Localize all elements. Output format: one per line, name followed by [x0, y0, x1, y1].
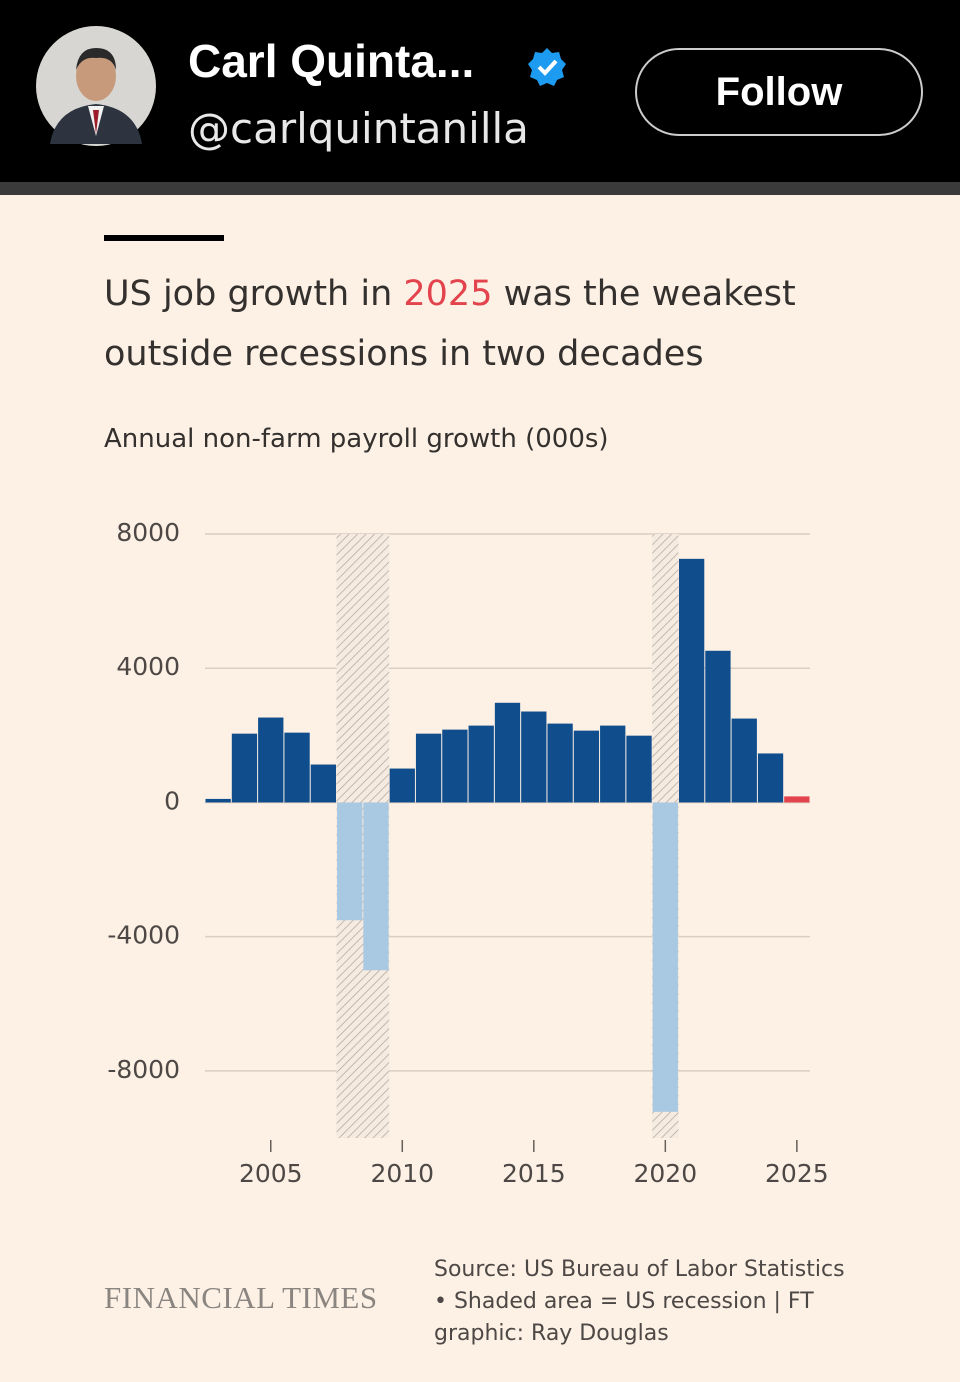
bar — [521, 711, 547, 803]
bar — [205, 798, 231, 803]
bar — [415, 733, 442, 803]
x-tick-label: 2005 — [239, 1159, 303, 1188]
bar — [363, 802, 389, 971]
title-text: was the weakest — [492, 274, 796, 314]
bar — [310, 764, 337, 803]
bar — [705, 650, 731, 803]
bar — [468, 725, 494, 803]
title-text: outside recessions in two decades — [104, 334, 704, 374]
y-tick-label: 0 — [164, 786, 180, 815]
x-tick-label: 2015 — [502, 1159, 566, 1188]
bar — [258, 717, 284, 803]
bar — [284, 732, 310, 803]
bar — [600, 725, 626, 803]
avatar[interactable] — [36, 26, 156, 146]
separator — [0, 182, 960, 195]
source-note: Source: US Bureau of Labor Statistics • … — [434, 1257, 845, 1346]
profile-bar — [0, 0, 960, 182]
bar — [626, 735, 652, 803]
x-tick-label: 2020 — [634, 1159, 698, 1188]
bar — [442, 729, 468, 803]
chart-subtitle: Annual non-farm payroll growth (000s) — [104, 424, 609, 454]
bar — [337, 802, 363, 921]
bar — [494, 702, 521, 803]
handle[interactable]: @carlquintanilla — [188, 104, 529, 153]
bar — [547, 723, 573, 803]
display-name[interactable]: Carl Quinta... — [188, 35, 475, 87]
x-tick-label: 2010 — [370, 1159, 434, 1188]
x-tick-label: 2025 — [765, 1159, 829, 1188]
bar — [652, 802, 678, 1112]
bar — [731, 718, 757, 803]
y-tick-label: -4000 — [107, 921, 180, 950]
title-highlight: 2025 — [403, 274, 493, 314]
y-tick-label: -8000 — [107, 1055, 180, 1084]
bar — [784, 796, 810, 803]
y-tick-label: 4000 — [116, 652, 180, 681]
bar — [678, 558, 705, 803]
bar — [757, 753, 784, 803]
verified-badge — [528, 48, 566, 86]
title-text: US job growth in — [104, 274, 404, 314]
bar — [389, 768, 415, 803]
chart-title: US job growth in 2025 was the weakest out… — [104, 264, 796, 384]
ft-logo: FINANCIAL TIMES — [104, 1280, 378, 1315]
follow-button[interactable]: Follow — [635, 48, 923, 136]
bar — [573, 730, 600, 803]
title-rule — [104, 235, 224, 241]
y-tick-label: 8000 — [116, 518, 180, 547]
bar — [231, 733, 258, 803]
